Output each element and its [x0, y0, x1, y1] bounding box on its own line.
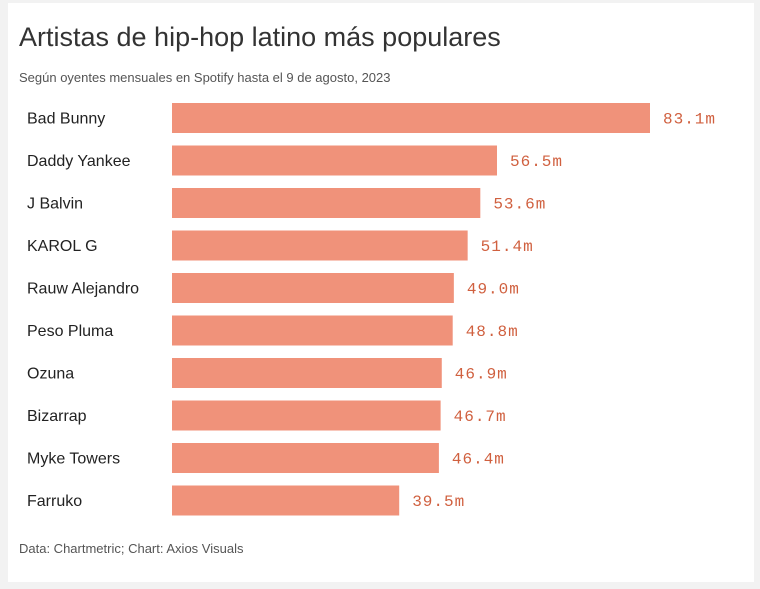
category-label: Ozuna [27, 366, 74, 383]
bar [172, 400, 441, 431]
category-label: Bad Bunny [27, 111, 105, 128]
bar [172, 358, 442, 388]
category-label: Peso Pluma [27, 323, 113, 340]
category-label: Rauw Alejandro [27, 281, 139, 298]
bar [172, 443, 439, 473]
value-label: 56.5m [510, 153, 563, 171]
bar [172, 145, 497, 176]
value-label: 53.6m [493, 196, 546, 214]
bar [172, 315, 453, 346]
value-label: 49.0m [467, 281, 520, 299]
chart-subtitle: Según oyentes mensuales en Spotify hasta… [19, 70, 391, 85]
bar [172, 485, 400, 516]
chart-source: Data: Chartmetric; Chart: Axios Visuals [19, 541, 244, 556]
value-label: 39.5m [412, 493, 465, 511]
chart-title: Artistas de hip-hop latino más populares [19, 22, 501, 52]
value-label: 46.9m [455, 366, 508, 384]
bar [172, 273, 454, 303]
value-label: 51.4m [481, 238, 534, 256]
value-label: 46.4m [452, 451, 505, 469]
value-label: 83.1m [663, 111, 716, 129]
category-label: Daddy Yankee [27, 153, 131, 170]
bar [172, 188, 481, 218]
bar [172, 230, 468, 261]
category-label: J Balvin [27, 196, 83, 213]
category-label: Farruko [27, 493, 82, 510]
category-label: KAROL G [27, 238, 98, 255]
value-label: 48.8m [466, 323, 519, 341]
category-label: Bizarrap [27, 408, 87, 425]
bar [172, 103, 650, 133]
category-label: Myke Towers [27, 451, 120, 468]
value-label: 46.7m [454, 408, 507, 426]
